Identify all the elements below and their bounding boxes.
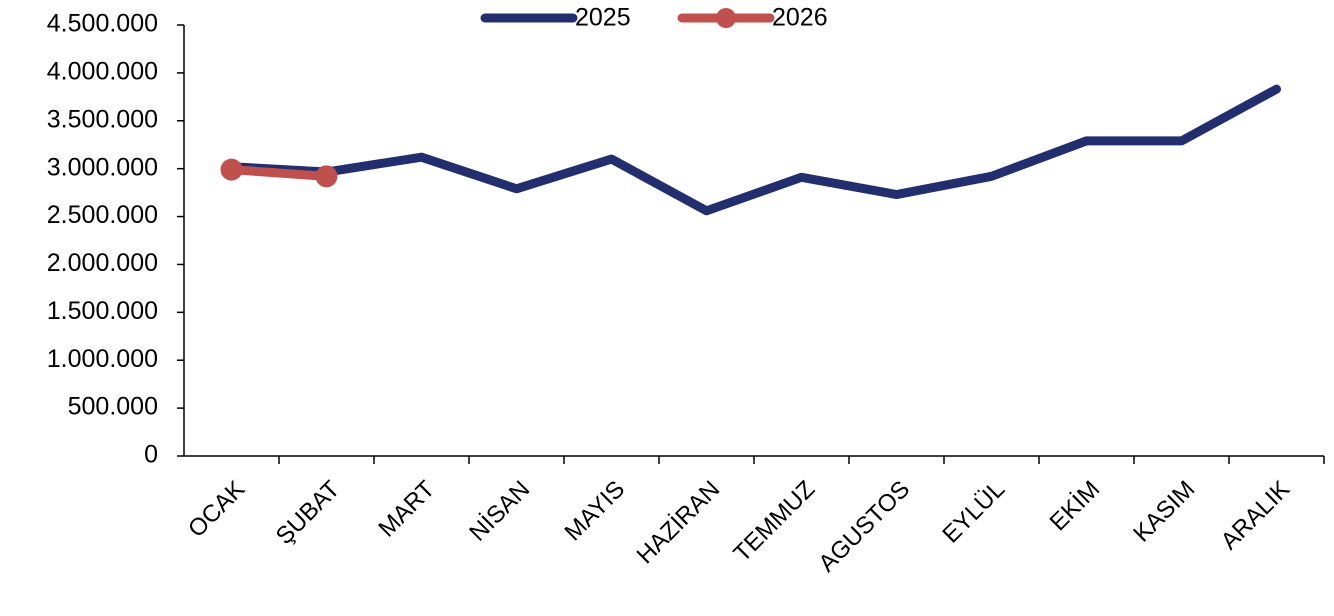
x-tick-label: ŞUBAT [271, 475, 346, 550]
legend-marker [716, 8, 736, 28]
y-tick-label: 500.000 [68, 393, 158, 421]
y-tick-label: 3.000.000 [47, 153, 158, 181]
y-tick-label: 1.000.000 [47, 345, 158, 373]
x-tick-label: OCAK [183, 476, 250, 543]
series-line [227, 165, 331, 181]
series-line [227, 84, 1281, 216]
y-tick-label: 2.000.000 [47, 249, 158, 277]
x-tick-label: HAZİRAN [632, 476, 726, 570]
y-tick-label: 4.500.000 [47, 10, 158, 38]
x-tick-label: MAYIS [560, 476, 631, 547]
legend-label: 2026 [772, 4, 828, 32]
x-tick-label: AGUSTOS [813, 476, 915, 578]
legend-label: 2025 [575, 4, 631, 32]
y-tick-label: 4.000.000 [47, 57, 158, 85]
point [220, 158, 243, 181]
x-tick-label: TEMMUZ [729, 476, 821, 568]
y-tick-label: 2.500.000 [47, 201, 158, 229]
x-tick-label: ARALIK [1216, 476, 1295, 555]
x-tick-label: KASIM [1128, 476, 1200, 548]
x-tick-label: NİSAN [464, 476, 535, 547]
x-tick-label: MART [373, 475, 440, 542]
x-tick-label: EKİM [1045, 476, 1106, 537]
x-tick-label: EYLÜL [937, 476, 1010, 549]
point [315, 165, 338, 188]
y-tick-label: 1.500.000 [47, 297, 158, 325]
y-tick-label: 3.500.000 [47, 105, 158, 133]
y-tick-label: 0 [144, 441, 158, 469]
